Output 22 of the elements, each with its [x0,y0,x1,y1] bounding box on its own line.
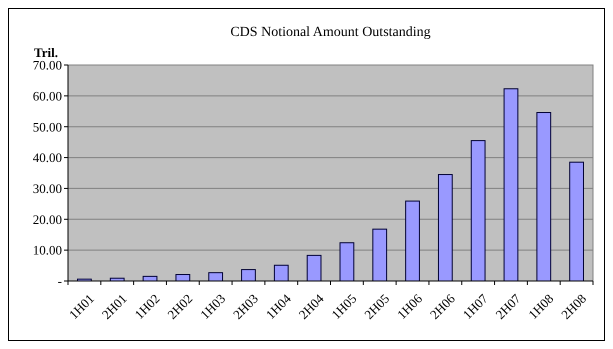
y-tick-label: 50.00 [32,119,62,134]
bar [241,269,256,282]
y-tick-label: 70.00 [32,58,62,73]
y-tick-label: 60.00 [32,88,62,104]
bar [208,272,224,282]
y-tick-label: 20.00 [32,212,62,227]
chart-title: CDS Notional Amount Outstanding [230,25,431,40]
bar [438,174,453,282]
y-axis-title: Tril. [34,45,58,60]
bar [306,254,322,282]
y-tick-label: 10.00 [32,242,62,258]
y-tick-label: 30.00 [32,180,62,196]
bar [569,162,584,282]
bar [470,140,486,282]
bar [372,228,388,282]
y-tick-label: 40.00 [32,150,62,166]
bar [536,112,552,282]
bar [504,88,518,282]
bar [405,200,420,282]
bar [340,242,354,282]
bar [274,264,289,282]
y-tick-label: - [58,274,62,289]
